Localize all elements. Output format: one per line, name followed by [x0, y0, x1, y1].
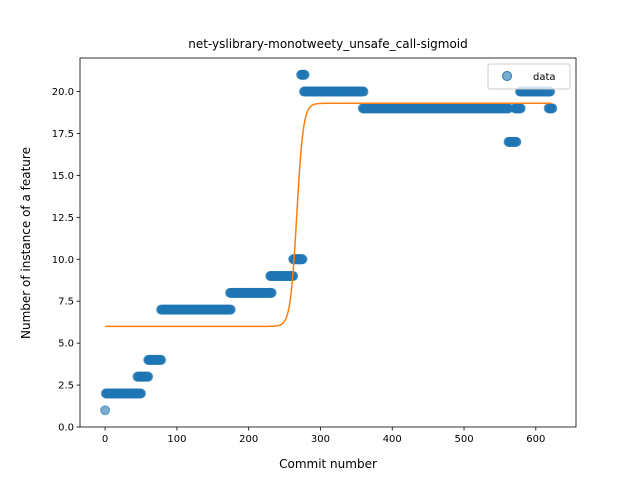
legend-marker [502, 71, 512, 81]
x-tick-label: 300 [311, 434, 330, 445]
data-point [511, 136, 522, 147]
plot-area [100, 69, 558, 416]
x-axis-label: Commit number [279, 457, 377, 471]
data-point [136, 388, 147, 399]
x-tick-label: 100 [167, 434, 186, 445]
axes: 0 100 200 300 400 500 600 0.0 2.5 5.0 7.5 10.0 12.5 1… [52, 57, 577, 445]
sigmoid-fit-line [105, 102, 552, 328]
legend-frame [487, 63, 571, 90]
y-tick-label: 12.5 [52, 213, 74, 224]
x-tick-label: 500 [454, 434, 473, 445]
data-point [266, 287, 277, 298]
data-point [515, 103, 526, 114]
x-tick-label: 0 [102, 434, 108, 445]
data-point [156, 354, 167, 365]
data-point [358, 86, 369, 97]
legend-label: data [533, 72, 556, 83]
x-tick-label: 400 [383, 434, 402, 445]
y-tick-label: 17.5 [52, 129, 74, 140]
y-tick-label: 15.0 [52, 171, 74, 182]
data-point [225, 304, 236, 315]
y-tick-label: 2.5 [58, 381, 74, 392]
y-tick-label: 10.0 [52, 255, 74, 266]
scatter-series [100, 69, 558, 416]
legend: data [487, 63, 571, 90]
data-point [297, 254, 308, 265]
data-point [143, 371, 154, 382]
x-tick-label: 600 [526, 434, 545, 445]
y-tick-label: 7.5 [58, 297, 74, 308]
y-tick-label: 20.0 [52, 87, 74, 98]
axes-frame [79, 57, 577, 428]
chart-title: net-yslibrary-monotweety_unsafe_call-sig… [188, 37, 468, 51]
y-tick-label: 5.0 [58, 339, 74, 350]
y-tick-label: 0.0 [58, 423, 74, 434]
data-point [100, 405, 111, 416]
data-point [547, 103, 558, 114]
x-tick-label: 200 [239, 434, 258, 445]
y-axis-label: Number of instance of a feature [19, 147, 33, 339]
data-point [299, 69, 310, 80]
